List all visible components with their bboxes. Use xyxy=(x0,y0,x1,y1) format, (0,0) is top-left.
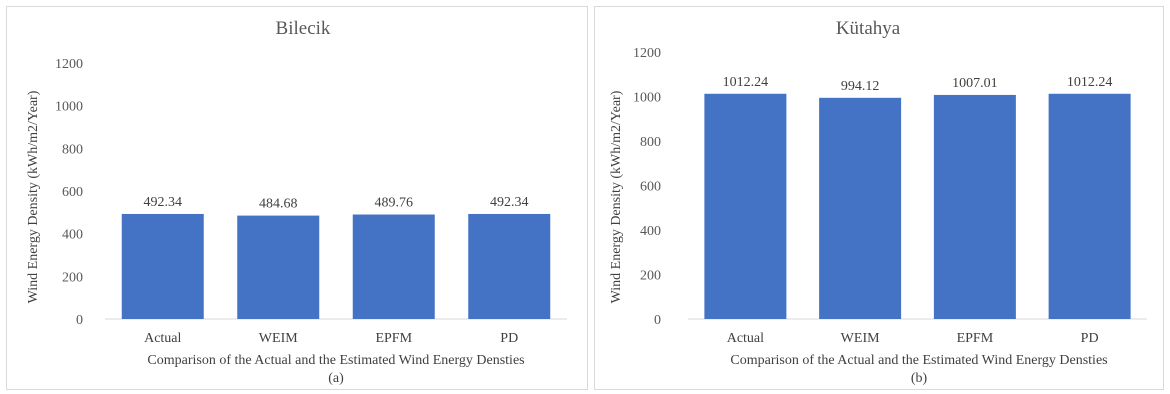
x-ticks: Actual WEIM EPFM PD xyxy=(144,331,518,346)
y-tick-label: 200 xyxy=(62,270,83,285)
data-label: 994.12 xyxy=(841,79,880,94)
panel-sublabel: (a) xyxy=(328,371,344,386)
x-tick-label: WEIM xyxy=(259,331,298,346)
bar-actual xyxy=(121,213,204,319)
chart-title: Bilecik xyxy=(276,18,331,39)
data-label: 489.76 xyxy=(375,196,414,211)
chart-svg-bilecik: Bilecik Wind Energy Density (kWh/m2/Year… xyxy=(26,18,567,386)
data-label: 484.68 xyxy=(259,197,298,212)
bar-weim xyxy=(819,97,902,320)
y-ticks: 0 200 400 600 800 1000 1200 xyxy=(55,57,83,328)
bar-epfm xyxy=(352,214,435,319)
x-ticks: Actual WEIM EPFM PD xyxy=(727,331,1099,346)
y-tick-label: 800 xyxy=(640,135,661,150)
y-tick-label: 1200 xyxy=(55,57,83,72)
y-axis-label: Wind Energy Density (kWh/m2/Year) xyxy=(26,90,41,303)
data-label: 1012.24 xyxy=(723,75,769,90)
y-axis-label: Wind Energy Density (kWh/m2/Year) xyxy=(609,90,624,303)
y-tick-label: 1200 xyxy=(633,46,661,61)
bar-weim xyxy=(237,215,320,319)
y-tick-label: 400 xyxy=(62,228,83,243)
chart-title: Kütahya xyxy=(836,18,901,39)
x-tick-label: WEIM xyxy=(841,331,880,346)
y-tick-label: 1000 xyxy=(633,91,661,106)
data-label: 492.34 xyxy=(144,195,183,210)
x-axis-label: Comparison of the Actual and the Estimat… xyxy=(730,353,1107,368)
x-axis-label: Comparison of the Actual and the Estimat… xyxy=(147,353,524,368)
data-label: 1007.01 xyxy=(952,76,998,91)
y-tick-label: 0 xyxy=(654,313,661,328)
chart-panel-bilecik: Bilecik Wind Energy Density (kWh/m2/Year… xyxy=(6,6,588,390)
bar-actual xyxy=(704,93,787,319)
bar-pd xyxy=(1048,93,1131,319)
x-tick-label: EPFM xyxy=(957,331,994,346)
y-ticks: 0 200 400 600 800 1000 1200 xyxy=(633,46,661,328)
x-tick-label: PD xyxy=(500,331,518,346)
x-tick-label: Actual xyxy=(144,331,181,346)
y-tick-label: 600 xyxy=(640,180,661,195)
y-tick-label: 800 xyxy=(62,142,83,157)
y-tick-label: 1000 xyxy=(55,100,83,115)
x-tick-label: Actual xyxy=(727,331,764,346)
bars: 1012.24 994.12 1007.01 1012.24 xyxy=(688,75,1147,320)
x-tick-label: EPFM xyxy=(375,331,412,346)
data-label: 492.34 xyxy=(490,195,529,210)
bars: 492.34 484.68 489.76 492.34 xyxy=(105,195,567,320)
bar-pd xyxy=(468,213,551,319)
chart-svg-kutahya: Kütahya Wind Energy Density (kWh/m2/Year… xyxy=(609,18,1147,386)
y-tick-label: 0 xyxy=(76,313,83,328)
x-tick-label: PD xyxy=(1081,331,1099,346)
y-tick-label: 200 xyxy=(640,269,661,284)
y-tick-label: 400 xyxy=(640,224,661,239)
chart-panel-kutahya: Kütahya Wind Energy Density (kWh/m2/Year… xyxy=(594,6,1164,390)
data-label: 1012.24 xyxy=(1067,75,1113,90)
panel-sublabel: (b) xyxy=(911,371,928,386)
y-tick-label: 600 xyxy=(62,185,83,200)
bar-epfm xyxy=(933,94,1016,319)
